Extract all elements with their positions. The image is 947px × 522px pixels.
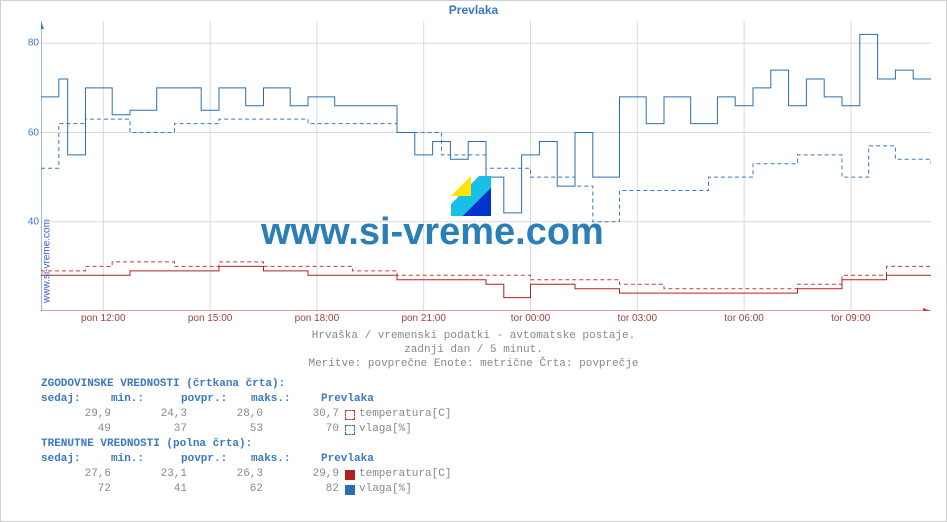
table-header: povpr.:	[181, 392, 251, 407]
table-series-label: temperatura[C]	[345, 407, 451, 422]
table-series-label: temperatura[C]	[345, 467, 451, 482]
y-tick-label: 40	[28, 216, 39, 227]
table-cell: 24,3	[117, 407, 193, 422]
table-row: 49375370 vlaga[%]	[41, 422, 451, 437]
table-row: 29,924,328,030,7 temperatura[C]	[41, 407, 451, 422]
x-tick-label: tor 00:00	[511, 313, 550, 324]
subtitle-line: Meritve: povprečne Enote: metrične Črta:…	[1, 357, 946, 371]
plot-area: www.si-vreme.com	[41, 21, 931, 311]
table-cell: 28,0	[193, 407, 269, 422]
table-title: TRENUTNE VREDNOSTI (polna črta):	[41, 437, 451, 452]
table-header: maks.:	[251, 452, 321, 467]
table-title: ZGODOVINSKE VREDNOSTI (črtkana črta):	[41, 377, 451, 392]
table-header: povpr.:	[181, 452, 251, 467]
chart-subtitle: Hrvaška / vremenski podatki - avtomatske…	[1, 329, 946, 371]
y-axis-labels: 40 60 80	[15, 21, 39, 311]
x-tick-label: tor 09:00	[831, 313, 870, 324]
x-tick-label: pon 21:00	[401, 313, 446, 324]
x-tick-label: pon 12:00	[81, 313, 126, 324]
table-cell: 23,1	[117, 467, 193, 482]
table-cell: 37	[117, 422, 193, 437]
x-tick-label: tor 06:00	[724, 313, 763, 324]
table-cell: 70	[269, 422, 345, 437]
table-row: 27,623,126,329,9 temperatura[C]	[41, 467, 451, 482]
table-header: sedaj:	[41, 452, 111, 467]
table-series-label: vlaga[%]	[345, 422, 412, 437]
table-cell: 29,9	[41, 407, 117, 422]
x-tick-label: tor 03:00	[618, 313, 657, 324]
table-cell: 62	[193, 482, 269, 497]
chart-title: Prevlaka	[1, 3, 946, 17]
y-tick-label: 80	[28, 38, 39, 49]
subtitle-line: Hrvaška / vremenski podatki - avtomatske…	[1, 329, 946, 343]
x-tick-label: pon 15:00	[188, 313, 233, 324]
table-cell: 27,6	[41, 467, 117, 482]
table-cell: 82	[269, 482, 345, 497]
table-header: min.:	[111, 392, 181, 407]
legend-swatch-icon	[345, 410, 355, 420]
table-series-label: vlaga[%]	[345, 482, 412, 497]
table-cell: 30,7	[269, 407, 345, 422]
table-loc-header: Prevlaka	[321, 392, 374, 407]
chart-svg	[41, 21, 931, 311]
table-cell: 29,9	[269, 467, 345, 482]
table-header: sedaj:	[41, 392, 111, 407]
table-cell: 49	[41, 422, 117, 437]
subtitle-line: zadnji dan / 5 minut.	[1, 343, 946, 357]
table-loc-header: Prevlaka	[321, 452, 374, 467]
stats-tables: ZGODOVINSKE VREDNOSTI (črtkana črta):sed…	[41, 377, 451, 497]
legend-swatch-icon	[345, 470, 355, 480]
table-cell: 53	[193, 422, 269, 437]
x-axis-labels: pon 12:00 pon 15:00 pon 18:00 pon 21:00 tor …	[41, 313, 931, 327]
legend-swatch-icon	[345, 485, 355, 495]
chart-frame: www.si-vreme.com Prevlaka 406080 www.si-…	[0, 0, 947, 522]
table-cell: 26,3	[193, 467, 269, 482]
x-tick-label: pon 18:00	[295, 313, 340, 324]
table-cell: 72	[41, 482, 117, 497]
table-row: 72416282 vlaga[%]	[41, 482, 451, 497]
table-cell: 41	[117, 482, 193, 497]
table-header: min.:	[111, 452, 181, 467]
legend-swatch-icon	[345, 425, 355, 435]
table-header: maks.:	[251, 392, 321, 407]
y-tick-label: 60	[28, 127, 39, 138]
